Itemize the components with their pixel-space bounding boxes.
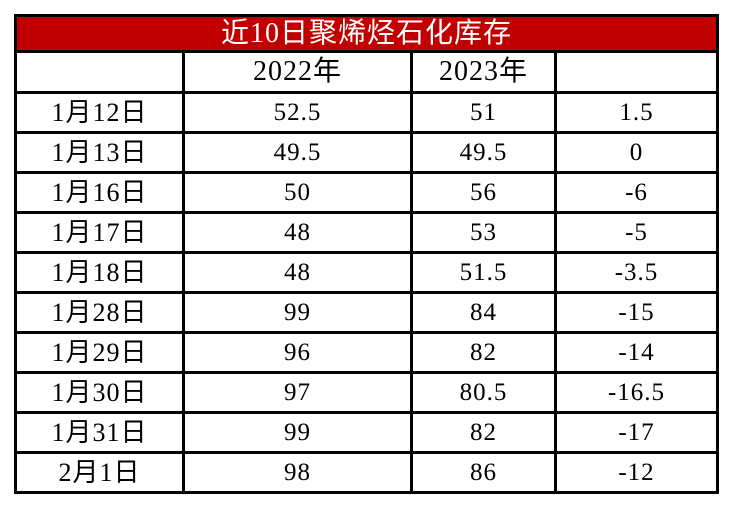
- date-cell: 1月28日: [14, 291, 185, 334]
- value-2023-cell: 51: [410, 91, 557, 134]
- table-row: 1月29日 96 82 -14: [14, 331, 720, 374]
- diff-cell: -3.5: [553, 251, 720, 294]
- value-2022-cell: 96: [182, 331, 413, 374]
- value-2022-cell: 48: [182, 251, 413, 294]
- value-2022-cell: 50: [182, 171, 413, 214]
- date-cell: 1月29日: [14, 331, 185, 374]
- header-row: 2022年 2023年: [14, 50, 720, 94]
- table-row: 1月30日 97 80.5 -16.5: [14, 371, 720, 414]
- diff-cell: -15: [553, 291, 720, 334]
- date-cell: 1月17日: [14, 211, 185, 254]
- value-2023-cell: 86: [410, 451, 557, 494]
- date-cell: 1月18日: [14, 251, 185, 294]
- value-2023-cell: 82: [410, 331, 557, 374]
- value-2022-cell: 97: [182, 371, 413, 414]
- diff-cell: 1.5: [553, 91, 720, 134]
- value-2023-cell: 49.5: [410, 131, 557, 174]
- diff-cell: -14: [553, 331, 720, 374]
- diff-cell: -12: [553, 451, 720, 494]
- value-2022-cell: 98: [182, 451, 413, 494]
- table-row: 1月28日 99 84 -15: [14, 291, 720, 334]
- table-row: 1月12日 52.5 51 1.5: [14, 91, 720, 134]
- value-2023-cell: 82: [410, 411, 557, 454]
- value-2022-cell: 99: [182, 411, 413, 454]
- column-header-2022: 2022年: [182, 50, 413, 94]
- diff-cell: -6: [553, 171, 720, 214]
- table-title: 近10日聚烯烃石化库存: [13, 14, 720, 53]
- value-2023-cell: 80.5: [410, 371, 557, 414]
- value-2023-cell: 53: [410, 211, 557, 254]
- column-header-diff: [553, 50, 720, 94]
- diff-cell: 0: [553, 131, 720, 174]
- value-2023-cell: 51.5: [410, 251, 557, 294]
- column-header-date: [14, 50, 185, 94]
- value-2022-cell: 49.5: [182, 131, 413, 174]
- date-cell: 2月1日: [14, 451, 185, 494]
- date-cell: 1月30日: [14, 371, 185, 414]
- date-cell: 1月16日: [14, 171, 185, 214]
- table-row: 1月13日 49.5 49.5 0: [14, 131, 720, 174]
- column-header-2023: 2023年: [410, 50, 557, 94]
- table-row: 1月17日 48 53 -5: [14, 211, 720, 254]
- table-row: 1月18日 48 51.5 -3.5: [14, 251, 720, 294]
- value-2022-cell: 48: [182, 211, 413, 254]
- diff-cell: -5: [553, 211, 720, 254]
- table-row: 1月31日 99 82 -17: [14, 411, 720, 454]
- date-cell: 1月12日: [14, 91, 185, 134]
- date-cell: 1月13日: [14, 131, 185, 174]
- diff-cell: -16.5: [553, 371, 720, 414]
- inventory-table: 近10日聚烯烃石化库存 2022年 2023年 1月12日 52.5 51 1.…: [13, 14, 720, 494]
- title-row: 近10日聚烯烃石化库存: [13, 14, 720, 53]
- table-row: 1月16日 50 56 -6: [14, 171, 720, 214]
- date-cell: 1月31日: [14, 411, 185, 454]
- table-row: 2月1日 98 86 -12: [14, 451, 720, 494]
- value-2022-cell: 52.5: [182, 91, 413, 134]
- diff-cell: -17: [553, 411, 720, 454]
- value-2023-cell: 56: [410, 171, 557, 214]
- value-2022-cell: 99: [182, 291, 413, 334]
- value-2023-cell: 84: [410, 291, 557, 334]
